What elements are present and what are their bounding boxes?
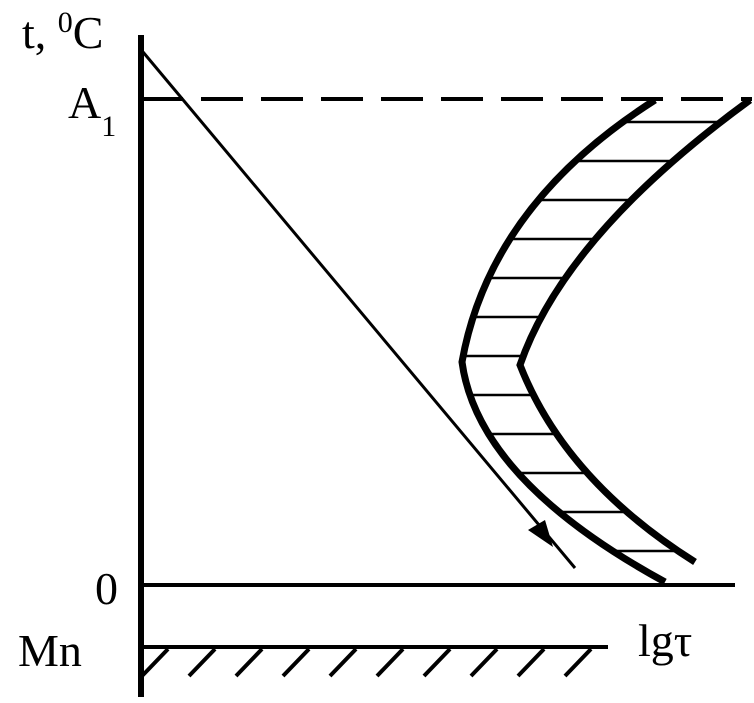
x-axis-label: lgτ [638, 615, 692, 666]
hatch-stroke [234, 647, 264, 678]
cooling-arrowhead [528, 520, 553, 547]
hatch-stroke [328, 647, 358, 678]
hatch-stroke [375, 647, 405, 678]
hatch-stroke [281, 647, 311, 678]
mn-label: Mn [18, 625, 82, 676]
zero-label: 0 [95, 563, 118, 614]
cooling-curve [141, 51, 577, 569]
a1-label: A1 [68, 77, 116, 143]
hatch-stroke [422, 647, 452, 678]
hatch-stroke [563, 647, 593, 678]
hatch-stroke [469, 647, 499, 678]
hatch-stroke [187, 647, 217, 678]
mn-hatching [140, 647, 593, 678]
y-axis-label: t, 0C [22, 6, 103, 58]
hatch-stroke [516, 647, 546, 678]
hatch-stroke [140, 647, 170, 678]
transformation-band-hatching [463, 120, 721, 553]
transformation-start-curve [458, 97, 667, 586]
transformation-end-curve [516, 97, 753, 565]
